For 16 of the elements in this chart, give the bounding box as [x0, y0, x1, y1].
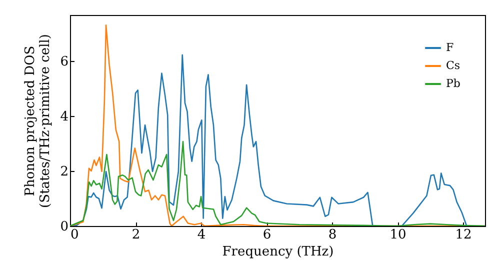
x-tick-label: 0 [70, 228, 79, 242]
line-series [70, 140, 485, 226]
x-axis-title: Frequency (THz) [222, 244, 334, 260]
y-tick-label: 6 [60, 54, 68, 70]
x-tick-label: 12 [455, 228, 472, 242]
y-axis-title: Phonon projected DOS (States/THz·primitive cell) [23, 34, 54, 208]
y-tick-label: 4 [60, 109, 68, 124]
x-tick-label: 8 [328, 228, 337, 242]
x-tick-label: 4 [197, 228, 206, 242]
y-tick-label: 2 [60, 164, 68, 180]
x-tick-label: 10 [390, 228, 406, 242]
legend-label: Cs [446, 59, 460, 72]
x-tick-label: 2 [132, 228, 140, 242]
legend-label: Pb [446, 77, 460, 90]
legend-label: F [446, 41, 454, 54]
x-tick-label: 6 [262, 228, 272, 242]
